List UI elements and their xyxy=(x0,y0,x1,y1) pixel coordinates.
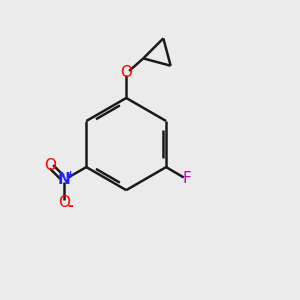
Text: O: O xyxy=(58,194,70,209)
Text: O: O xyxy=(44,158,56,172)
Text: O: O xyxy=(120,65,132,80)
Text: N: N xyxy=(58,172,71,187)
Text: -: - xyxy=(68,199,73,213)
Text: +: + xyxy=(66,170,75,180)
Text: F: F xyxy=(182,172,191,187)
